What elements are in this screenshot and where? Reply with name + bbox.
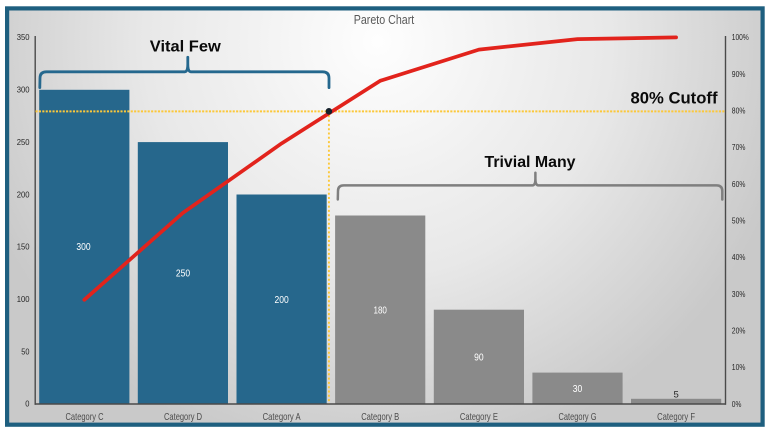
svg-text:200: 200 [275,295,290,306]
svg-text:350: 350 [17,32,30,42]
svg-text:250: 250 [17,137,30,147]
svg-text:100%: 100% [732,32,749,42]
svg-text:Pareto Chart: Pareto Chart [354,13,415,27]
svg-text:250: 250 [176,269,191,280]
svg-text:180: 180 [374,305,388,316]
svg-text:60%: 60% [732,179,746,189]
svg-text:0: 0 [25,399,29,409]
svg-text:80% Cutoff: 80% Cutoff [631,90,719,108]
svg-text:Trivial Many: Trivial Many [485,154,576,171]
svg-text:5: 5 [673,389,678,400]
svg-text:80%: 80% [732,106,746,116]
svg-text:Category C: Category C [66,412,104,423]
svg-text:Category E: Category E [460,412,498,423]
svg-text:30: 30 [573,384,583,395]
svg-text:150: 150 [17,242,30,252]
svg-text:20%: 20% [732,326,746,336]
svg-text:Category F: Category F [657,412,695,423]
svg-text:100: 100 [17,294,30,304]
svg-text:70%: 70% [732,142,746,152]
svg-text:200: 200 [17,189,30,199]
svg-text:40%: 40% [732,252,746,262]
svg-text:Category D: Category D [164,412,202,423]
svg-text:0%: 0% [732,399,742,409]
svg-text:50: 50 [21,346,29,356]
svg-text:Category G: Category G [559,412,597,423]
svg-text:Category B: Category B [361,412,399,423]
svg-text:Vital Few: Vital Few [150,39,222,56]
svg-text:300: 300 [76,242,91,253]
svg-text:30%: 30% [732,289,746,299]
svg-text:50%: 50% [732,216,746,226]
svg-text:90: 90 [474,352,484,363]
svg-text:90%: 90% [732,69,746,79]
svg-text:Category A: Category A [263,412,301,423]
svg-text:300: 300 [17,85,30,95]
svg-text:10%: 10% [732,362,746,372]
